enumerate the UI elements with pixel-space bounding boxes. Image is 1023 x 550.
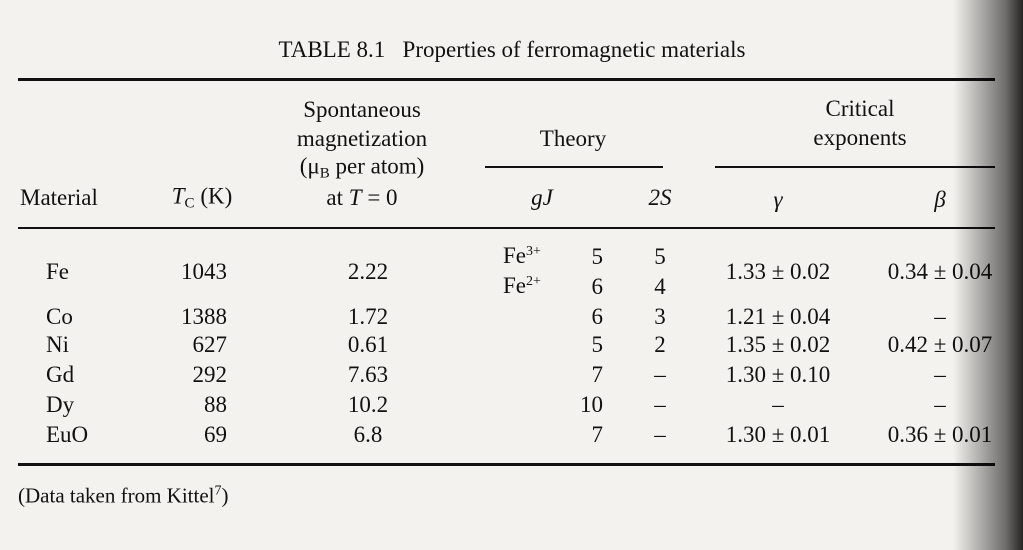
ion: Fe2+ xyxy=(503,273,541,299)
header-gamma: γ xyxy=(773,187,783,212)
material: Dy xyxy=(46,392,75,417)
ion: Fe3+ xyxy=(503,243,541,269)
two-s-value: – xyxy=(654,362,666,387)
gj-value: 6 xyxy=(591,274,604,299)
material: Fe xyxy=(46,259,69,284)
gamma: 1.35 ± 0.02 xyxy=(725,332,831,357)
gj-value: 5 xyxy=(591,244,604,269)
top-rule xyxy=(18,78,995,81)
header-ms-3: (μB per atom) xyxy=(300,154,425,183)
header-beta: β xyxy=(934,187,946,212)
tc-unit: (K) xyxy=(194,183,233,209)
header-ms-4: at T = 0 xyxy=(326,185,397,211)
table-title: TABLE 8.1 Properties of ferromagnetic ma… xyxy=(279,37,746,63)
bottom-rule xyxy=(18,463,995,466)
curie-temperature: 69 xyxy=(204,422,227,447)
tc-subscript: C xyxy=(184,195,195,212)
curie-temperature: 1388 xyxy=(181,304,227,329)
header-material: Material xyxy=(20,185,98,210)
gamma: 1.30 ± 0.01 xyxy=(725,422,831,447)
gamma: 1.21 ± 0.04 xyxy=(725,304,831,329)
at: at xyxy=(326,185,349,210)
two-s-value: – xyxy=(654,392,666,417)
t-var: T xyxy=(348,185,362,210)
magnetization: 2.22 xyxy=(347,259,389,284)
gamma: – xyxy=(772,392,784,417)
eq-zero: = 0 xyxy=(361,185,398,210)
header-gj: gJ xyxy=(531,185,553,210)
ion-symbol: Fe xyxy=(503,243,526,268)
two-s-value: – xyxy=(654,422,666,447)
ion-charge: 3+ xyxy=(526,244,541,259)
header-theory: Theory xyxy=(539,126,607,151)
header-critical-2: exponents xyxy=(813,125,907,150)
theory-rule xyxy=(485,166,663,168)
material: Ni xyxy=(46,332,69,357)
curie-temperature: 88 xyxy=(204,392,227,417)
magnetization: 7.63 xyxy=(347,362,389,387)
beta: – xyxy=(934,362,946,387)
header-2s: 2S xyxy=(648,185,672,210)
title-text: Properties of ferromagnetic materials xyxy=(402,37,746,62)
tc-symbol: T xyxy=(171,183,185,209)
page-shadow xyxy=(953,0,1023,550)
header-ms-2: magnetization xyxy=(296,126,428,151)
gj-value: 6 xyxy=(591,304,604,329)
curie-temperature: 627 xyxy=(192,332,228,357)
ion-charge: 2+ xyxy=(526,274,541,289)
mu: (μ xyxy=(299,153,320,179)
gj-value: 10 xyxy=(580,392,603,417)
gj-value: 7 xyxy=(591,362,604,387)
beta: – xyxy=(934,304,946,329)
two-s-value: 5 xyxy=(654,244,666,269)
magnetization: 6.8 xyxy=(353,422,383,447)
beta: – xyxy=(934,392,946,417)
header-ms-1: Spontaneous xyxy=(303,97,421,122)
header-critical-1: Critical xyxy=(825,96,895,121)
magnetization: 0.61 xyxy=(347,332,389,357)
gj-value: 7 xyxy=(591,422,604,447)
header-tc: TC (K) xyxy=(172,184,233,213)
footnote-text: (Data taken from Kittel xyxy=(18,483,215,508)
table-label: TABLE 8.1 xyxy=(278,37,386,62)
two-s-value: 4 xyxy=(654,274,666,299)
two-s-value: 3 xyxy=(654,304,666,329)
magnetization: 10.2 xyxy=(347,392,389,417)
material: Gd xyxy=(46,362,75,387)
header-rule xyxy=(18,227,995,229)
material: EuO xyxy=(46,422,89,447)
two-s-value: 2 xyxy=(654,332,666,357)
curie-temperature: 292 xyxy=(192,362,228,387)
footnote-ref: 7 xyxy=(214,483,222,499)
material: Co xyxy=(46,304,73,329)
magnetization: 1.72 xyxy=(347,304,389,329)
gj-value: 5 xyxy=(591,332,604,357)
footnote: (Data taken from Kittel7) xyxy=(18,484,229,509)
mu-sub: B xyxy=(319,165,330,182)
gamma: 1.33 ± 0.02 xyxy=(725,259,831,284)
gamma: 1.30 ± 0.10 xyxy=(725,362,831,387)
ion-symbol: Fe xyxy=(503,273,526,298)
curie-temperature: 1043 xyxy=(181,259,227,284)
per-atom: per atom) xyxy=(329,153,425,179)
footnote-close: ) xyxy=(221,483,229,508)
critical-rule xyxy=(715,166,995,168)
